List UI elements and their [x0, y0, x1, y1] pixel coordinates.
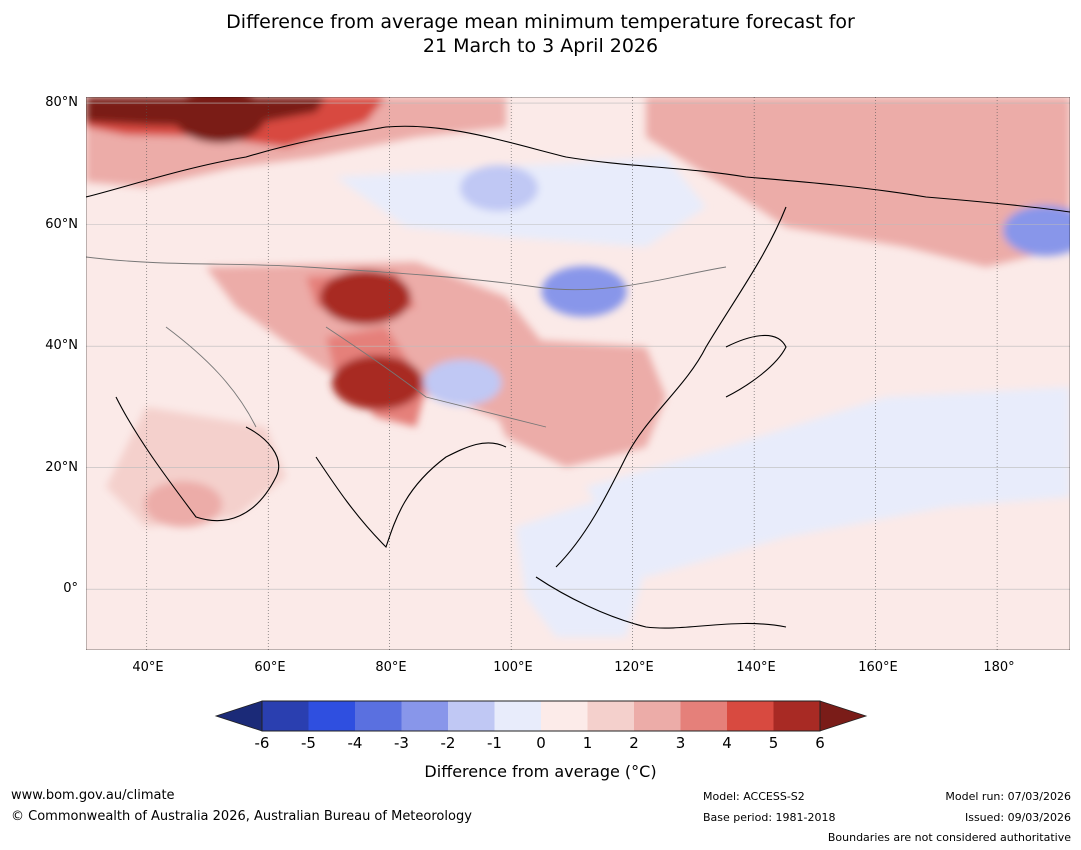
anomaly-contour: [556, 524, 613, 557]
colorbar-segment: [773, 701, 820, 731]
anomaly-contour: [331, 355, 424, 410]
colorbar: [214, 700, 868, 732]
lon-label-80e: 80°E: [375, 660, 407, 675]
lon-label-40e: 40°E: [132, 660, 164, 675]
colorbar-tick-label: -5: [301, 734, 316, 752]
coastlines: [86, 125, 1070, 629]
anomaly-contour: [541, 266, 627, 317]
colorbar-segment: [587, 701, 634, 731]
anomaly-contour: [520, 383, 599, 430]
coast-asia-east: [555, 206, 787, 568]
anomaly-contour: [775, 153, 854, 199]
colorbar-segment: [634, 701, 681, 731]
anomaly-contour: [173, 97, 266, 143]
anomaly-south-china-sea-cool: [516, 497, 646, 637]
lat-label-80n: 80°N: [45, 95, 78, 110]
lat-label-20n: 20°N: [45, 460, 78, 475]
lon-label-60e: 60°E: [254, 660, 286, 675]
colorbar-tick-label: 5: [768, 734, 779, 752]
colorbar-tick-label: -3: [394, 734, 409, 752]
colorbar-outline: [261, 700, 821, 732]
map-gridlines: [86, 97, 1070, 650]
chart-title: Difference from average mean minimum tem…: [0, 10, 1081, 58]
colorbar-segment: [494, 701, 541, 731]
lon-label-120e: 120°E: [614, 660, 654, 675]
footer-copyright: © Commonwealth of Australia 2026, Austra…: [11, 809, 472, 824]
colorbar-segment: [262, 701, 309, 731]
colorbar-tick-label: 4: [722, 734, 732, 752]
colorbar-extend-low: [214, 700, 263, 732]
colorbar-segment: [680, 701, 727, 731]
coast-japan: [725, 334, 787, 398]
lon-label-160e: 160°E: [858, 660, 898, 675]
lat-label-0: 0°: [63, 581, 78, 596]
coast-indonesia: [535, 576, 787, 629]
colorbar-tick-label: 1: [582, 734, 593, 752]
colorbar-tick-label: 0: [536, 734, 546, 752]
border-iran: [165, 326, 257, 428]
colorbar-tick-label: -4: [347, 734, 363, 752]
border-russia-south: [86, 256, 727, 291]
colorbar-segment: [727, 701, 774, 731]
colorbar-segment: [448, 701, 495, 731]
anomaly-contour: [319, 270, 412, 325]
colorbar-extend-high: [819, 700, 868, 732]
border-china-west: [325, 326, 547, 428]
footer-model-run: Model run: 07/03/2026: [945, 790, 1071, 803]
coast-asia-north: [86, 125, 1070, 213]
colorbar-segment: [401, 701, 448, 731]
colorbar-segment: [308, 701, 355, 731]
anomaly-map: [86, 97, 1070, 650]
colorbar-tick-label: -6: [254, 734, 270, 752]
colorbar-segment: [355, 701, 402, 731]
country-borders: [86, 256, 727, 428]
anomaly-contour: [144, 481, 223, 528]
lon-label-180: 180°: [983, 660, 1015, 675]
lon-label-100e: 100°E: [493, 660, 533, 675]
colorbar-tick-label: -1: [487, 734, 502, 752]
coast-arabia: [115, 396, 280, 522]
title-line-2: 21 March to 3 April 2026: [422, 35, 659, 57]
footer-boundaries: Boundaries are not considered authoritat…: [827, 831, 1071, 844]
footer-issued: Issued: 09/03/2026: [964, 811, 1071, 824]
anomaly-contour: [1003, 205, 1070, 257]
footer-model: Model: ACCESS-S2: [703, 790, 805, 803]
anomaly-tropical-pacific-cool: [586, 387, 1070, 577]
anomaly-contour: [847, 439, 904, 472]
coast-india: [315, 442, 507, 549]
footer-base-period: Base period: 1981-2018: [703, 811, 836, 824]
colorbar-tick-label: 6: [815, 734, 825, 752]
lon-label-140e: 140°E: [736, 660, 776, 675]
colorbar-tick-label: 3: [675, 734, 686, 752]
colorbar-tick-label: 2: [629, 734, 639, 752]
anomaly-layer: [86, 97, 1070, 637]
colorbar-title: Difference from average (°C): [424, 762, 657, 781]
colorbar-segment: [541, 701, 588, 731]
lat-label-40n: 40°N: [45, 338, 78, 353]
footer-website[interactable]: www.bom.gov.au/climate: [11, 788, 175, 803]
lat-label-60n: 60°N: [45, 217, 78, 232]
anomaly-contour: [460, 165, 539, 212]
colorbar-tick-label: -2: [440, 734, 456, 752]
anomaly-contour: [423, 359, 502, 406]
title-line-1: Difference from average mean minimum tem…: [226, 11, 855, 33]
